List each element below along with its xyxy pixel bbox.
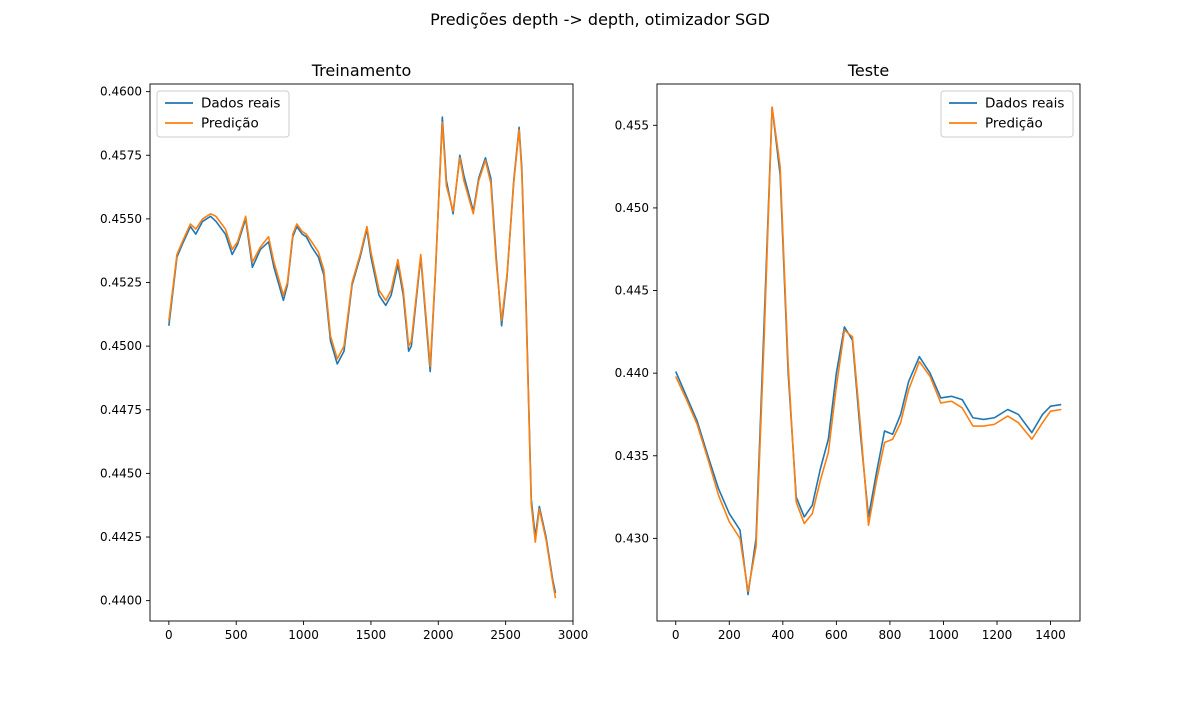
- y-tick-label: 0.4550: [100, 212, 142, 226]
- x-tick-label: 500: [225, 628, 248, 642]
- x-tick-label: 1000: [288, 628, 319, 642]
- x-tick-label: 2500: [490, 628, 521, 642]
- series-line-predicao: [675, 106, 1062, 593]
- subplot-title: Teste: [847, 61, 889, 80]
- legend-label: Dados reais: [985, 96, 1064, 112]
- series-line-predicao: [168, 121, 557, 599]
- x-tick-label: 1500: [356, 628, 387, 642]
- y-tick-label: 0.4525: [100, 276, 142, 290]
- y-tick-label: 0.4400: [100, 594, 142, 608]
- legend: Dados reais Predição: [156, 90, 290, 138]
- legend-label: Predição: [985, 116, 1043, 132]
- x-tick-label: 1400: [1035, 628, 1066, 642]
- y-tick-label: 0.4575: [100, 148, 142, 162]
- x-tick-label: 0: [165, 628, 173, 642]
- subplot-1: Treinamento 0 500 1000 1500 2000 2500 3000 0.440…: [100, 61, 588, 642]
- y-tick-label: 0.440: [615, 366, 649, 380]
- x-tick-label: 200: [718, 628, 741, 642]
- plot-frame: [656, 83, 1081, 622]
- y-tick-label: 0.4475: [100, 403, 142, 417]
- x-tick-label: 2000: [423, 628, 454, 642]
- legend-label: Predição: [201, 116, 259, 132]
- y-tick-label: 0.445: [615, 284, 649, 298]
- series-line-dados-reais: [168, 116, 557, 594]
- legend-label: Dados reais: [201, 96, 280, 112]
- y-tick-label: 0.4500: [100, 339, 142, 353]
- x-tick-label: 1000: [928, 628, 959, 642]
- x-tick-label: 600: [825, 628, 848, 642]
- y-tick-label: 0.430: [615, 531, 649, 545]
- y-tick-label: 0.455: [615, 118, 649, 132]
- x-tick-label: 800: [878, 628, 901, 642]
- subplot-2: Teste 0 200 400 600 800 1000 1200 1400 0.430 0.435…: [615, 61, 1081, 642]
- x-tick-label: 1200: [982, 628, 1013, 642]
- y-tick-label: 0.450: [615, 201, 649, 215]
- x-tick-label: 3000: [558, 628, 589, 642]
- subplot-title: Treinamento: [311, 61, 412, 80]
- plot-frame: [149, 83, 574, 622]
- y-tick-label: 0.4600: [100, 85, 142, 99]
- legend: Dados reais Predição: [940, 90, 1074, 138]
- y-tick-label: 0.4450: [100, 466, 142, 480]
- x-tick-label: 400: [771, 628, 794, 642]
- y-tick-label: 0.435: [615, 449, 649, 463]
- y-tick-label: 0.4425: [100, 530, 142, 544]
- x-tick-label: 0: [672, 628, 680, 642]
- figure-title: Predições depth -> depth, otimizador SGD: [430, 10, 770, 29]
